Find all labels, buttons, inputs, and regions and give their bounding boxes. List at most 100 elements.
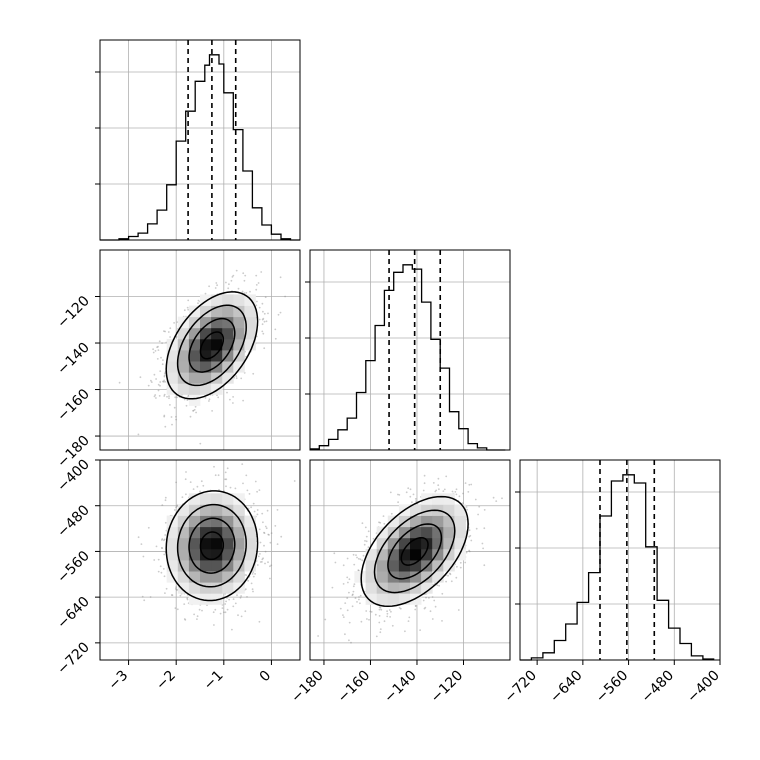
density-cell bbox=[211, 305, 223, 318]
scatter-point bbox=[270, 564, 273, 567]
scatter-point bbox=[173, 406, 176, 409]
scatter-point bbox=[346, 557, 349, 560]
scatter-point bbox=[155, 545, 158, 548]
scatter-point bbox=[361, 559, 364, 562]
density-cell bbox=[200, 537, 212, 550]
scatter-point bbox=[218, 489, 220, 491]
scatter-point bbox=[344, 633, 346, 636]
density-cell bbox=[410, 515, 422, 528]
x-tick-label: −400 bbox=[684, 668, 723, 707]
scatter-point bbox=[263, 312, 266, 315]
density-cell bbox=[177, 350, 190, 362]
scatter-point bbox=[342, 616, 345, 618]
density-cell bbox=[211, 338, 223, 351]
scatter-point bbox=[348, 639, 350, 642]
scatter-point bbox=[240, 377, 243, 380]
scatter-point bbox=[263, 544, 265, 547]
panel-frame bbox=[99, 459, 301, 661]
scatter-point bbox=[158, 340, 161, 343]
scatter-point bbox=[390, 610, 392, 613]
scatter-point bbox=[348, 578, 351, 581]
density-cell bbox=[200, 338, 212, 351]
x-tick-label: −160 bbox=[335, 668, 374, 707]
x-tick-label: −720 bbox=[501, 668, 540, 707]
scatter-point bbox=[352, 553, 355, 556]
scatter-point bbox=[252, 575, 255, 578]
scatter-point bbox=[431, 618, 434, 620]
scatter-point bbox=[386, 610, 388, 613]
scatter-point bbox=[166, 395, 168, 398]
scatter-point bbox=[466, 508, 468, 511]
scatter-point bbox=[353, 563, 356, 566]
density-cell bbox=[244, 548, 256, 561]
scatter-point bbox=[434, 605, 437, 608]
scatter-point bbox=[254, 573, 256, 575]
scatter-point bbox=[256, 509, 259, 511]
scatter-point bbox=[214, 287, 217, 289]
density-cell bbox=[376, 560, 389, 572]
scatter-point bbox=[221, 607, 224, 609]
scatter-point bbox=[163, 379, 166, 382]
density-cell bbox=[244, 537, 256, 550]
scatter-point bbox=[412, 493, 415, 496]
scatter-point bbox=[389, 491, 392, 494]
scatter-point bbox=[183, 398, 186, 401]
density-cell bbox=[188, 350, 201, 362]
density-cell bbox=[244, 316, 256, 329]
scatter-point bbox=[257, 282, 260, 284]
scatter-point bbox=[217, 396, 220, 399]
scatter-point bbox=[195, 411, 198, 414]
scatter-point bbox=[431, 596, 434, 598]
scatter-point bbox=[354, 597, 357, 599]
scatter-point bbox=[246, 596, 248, 598]
scatter-point bbox=[339, 607, 342, 610]
scatter-point bbox=[243, 292, 246, 295]
density-cell bbox=[365, 560, 378, 572]
scatter-point bbox=[137, 536, 140, 539]
scatter-point bbox=[168, 397, 170, 400]
contour-line bbox=[387, 523, 443, 580]
scatter-point bbox=[433, 599, 436, 602]
scatter-point bbox=[262, 332, 265, 335]
scatter-point bbox=[468, 535, 471, 538]
scatter-point bbox=[157, 349, 160, 351]
density-cell bbox=[200, 582, 212, 594]
scatter-point bbox=[475, 527, 478, 530]
density-cell bbox=[177, 582, 190, 594]
scatter-point bbox=[357, 569, 360, 572]
scatter-point bbox=[196, 615, 199, 618]
scatter-point bbox=[185, 404, 188, 407]
scatter-point bbox=[423, 482, 426, 485]
density-cell bbox=[211, 548, 223, 561]
density-cell bbox=[233, 361, 245, 373]
density-cell bbox=[222, 582, 234, 594]
scatter-point bbox=[436, 584, 439, 587]
scatter-point bbox=[202, 484, 205, 487]
scatter-point bbox=[361, 522, 364, 525]
scatter-point bbox=[344, 602, 347, 604]
scatter-point bbox=[192, 488, 195, 490]
density-cell bbox=[432, 560, 444, 572]
scatter-point bbox=[245, 574, 248, 576]
density-cell bbox=[376, 593, 389, 605]
scatter-point bbox=[232, 396, 235, 398]
histogram-frame bbox=[99, 39, 301, 241]
density-cell bbox=[200, 493, 212, 505]
density-cell bbox=[211, 537, 223, 550]
scatter-point bbox=[246, 489, 249, 492]
scatter-point bbox=[194, 405, 197, 408]
scatter-point bbox=[155, 397, 157, 399]
scatter-point bbox=[474, 498, 477, 501]
scatter-point bbox=[244, 274, 247, 277]
scatter-point bbox=[199, 490, 201, 493]
density-cell bbox=[166, 537, 179, 550]
density-cell bbox=[387, 582, 400, 594]
scatter-point bbox=[262, 521, 264, 524]
scatter-point bbox=[186, 399, 189, 401]
scatter-point bbox=[157, 570, 160, 573]
scatter-point bbox=[414, 605, 417, 607]
density-cell bbox=[376, 548, 389, 561]
scatter-point bbox=[277, 313, 280, 316]
density-cell bbox=[188, 571, 201, 583]
scatter-point bbox=[175, 586, 178, 588]
